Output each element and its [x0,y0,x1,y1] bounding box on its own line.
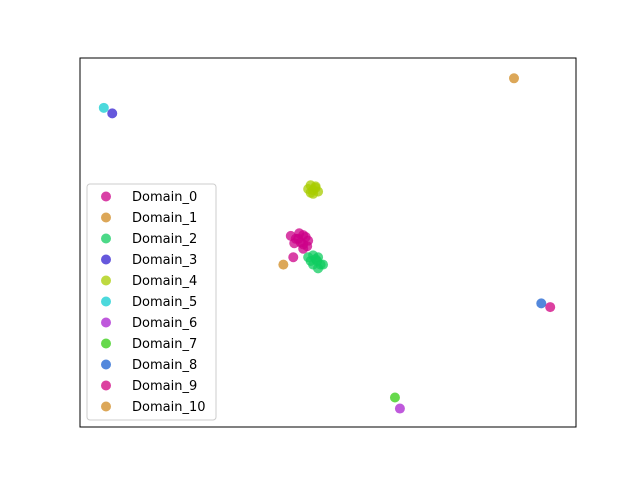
legend-marker [101,275,111,286]
data-point [278,259,289,270]
data-point [394,403,405,414]
legend-marker [101,254,111,265]
legend-marker [101,359,111,370]
legend-label: Domain_7 [132,337,197,352]
legend-entry: Domain_5 [101,295,197,310]
data-point [389,392,400,403]
legend-entry: Domain_3 [101,253,197,268]
legend-marker [101,317,111,328]
series-domain-3 [107,108,118,119]
points-layer [98,73,556,414]
legend-marker [101,212,111,223]
data-point [294,228,305,239]
plot-frame [79,57,577,428]
legend-marker [101,191,111,202]
legend-label: Domain_9 [132,379,197,394]
data-point [285,230,296,241]
series-domain-6 [394,403,405,414]
legend-marker [101,296,111,307]
legend-entry: Domain_8 [101,358,197,373]
series-domain-5 [98,102,109,113]
data-point [298,243,309,254]
legend-entry: Domain_9 [101,379,197,394]
data-point [98,102,109,113]
legend-label: Domain_1 [132,211,197,226]
series-domain-4 [303,180,324,199]
legend-marker [101,380,111,391]
legend-entries: Domain_0 Domain_1 Domain_2 Domain_3 Domain_4… [101,190,206,415]
series-domain-0 [285,228,314,263]
legend-label: Domain_5 [132,295,197,310]
legend: Domain_0 Domain_1 Domain_2 Domain_3 Domain_4… [86,183,217,421]
series-domain-8 [536,298,547,309]
legend-label: Domain_8 [132,358,197,373]
legend-frame [86,183,217,421]
legend-entry: Domain_2 [101,232,197,247]
data-point [509,73,519,84]
series-domain-7 [389,392,400,403]
data-point [312,255,323,266]
legend-label: Domain_3 [132,253,197,268]
data-point [310,181,321,192]
legend-marker [101,233,111,244]
data-point [545,302,556,313]
series-domain-1 [278,73,519,270]
legend-marker [101,401,111,412]
data-point [107,108,118,119]
legend-marker [101,338,111,349]
series-domain-9 [545,302,556,313]
legend-label: Domain_10 [132,400,206,415]
legend-label: Domain_0 [132,190,197,205]
legend-label: Domain_4 [132,274,197,289]
legend-label: Domain_2 [132,232,197,247]
legend-label: Domain_6 [132,316,197,331]
legend-entry: Domain_1 [101,211,197,226]
legend-entry: Domain_0 [101,190,197,205]
legend-entry: Domain_6 [101,316,197,331]
legend-entry: Domain_10 [101,400,206,415]
data-point [288,252,299,263]
series-domain-2 [303,250,329,274]
legend-entry: Domain_7 [101,337,197,352]
data-point [536,298,547,309]
legend-entry: Domain_4 [101,274,197,289]
